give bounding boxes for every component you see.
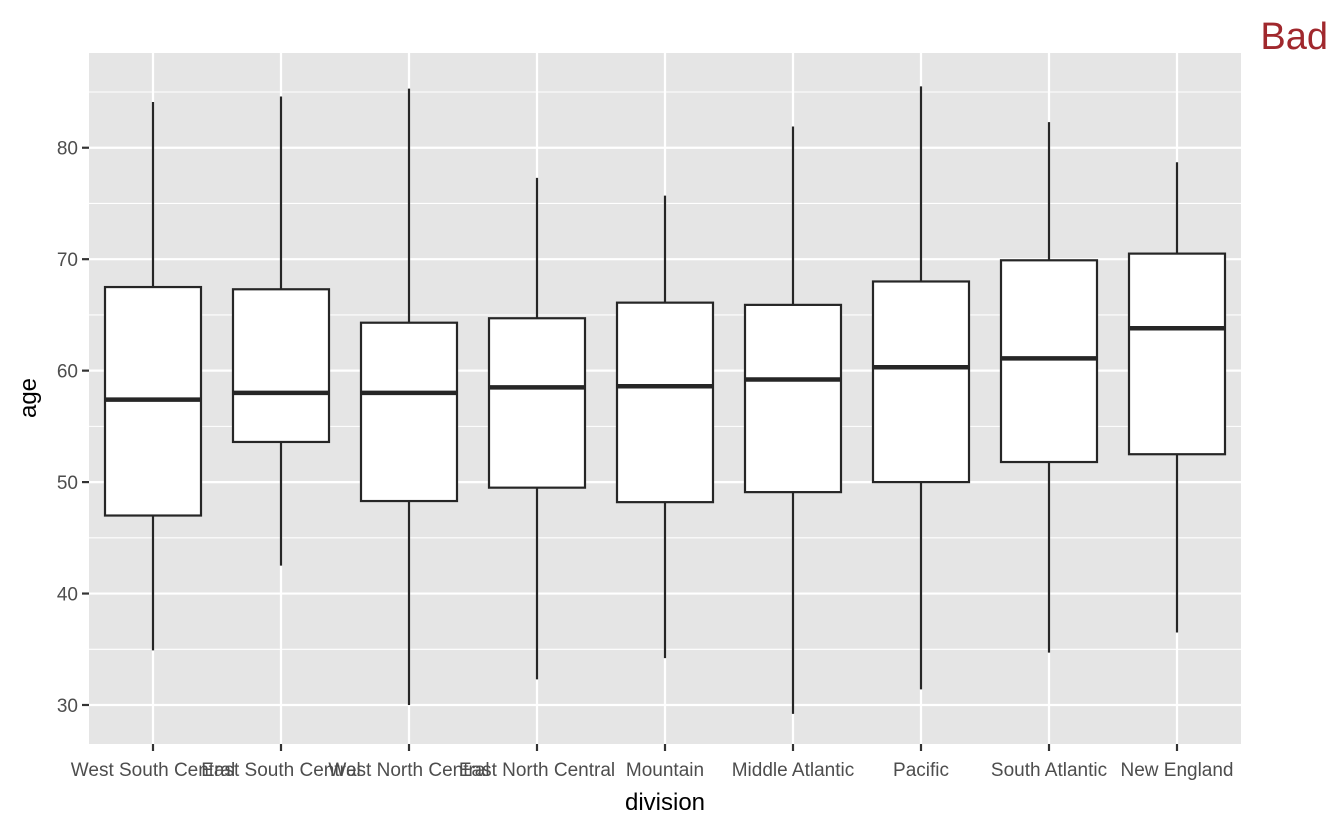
y-tick-label: 80 xyxy=(57,139,78,160)
boxes xyxy=(103,86,1227,714)
box-iqr xyxy=(487,317,587,489)
box-iqr xyxy=(359,321,459,503)
box-iqr xyxy=(743,303,843,494)
quality-badge: Bad xyxy=(1260,16,1328,58)
box-5 xyxy=(615,195,715,659)
x-tick-label: Middle Atlantic xyxy=(732,760,855,781)
box-iqr xyxy=(999,259,1099,464)
x-tick-label: Pacific xyxy=(893,760,949,781)
box-9 xyxy=(1127,162,1227,633)
y-axis: 30 40 50 60 70 80 xyxy=(57,139,89,717)
box-3 xyxy=(359,88,459,705)
box-iqr xyxy=(615,301,715,504)
x-tick-label: West South Central xyxy=(71,760,235,781)
y-tick-label: 50 xyxy=(57,473,78,494)
box-4 xyxy=(487,177,587,680)
x-tick-label: Mountain xyxy=(626,760,704,781)
box-iqr xyxy=(1127,252,1227,456)
x-tick-label: West North Central xyxy=(328,760,489,781)
y-tick-label: 60 xyxy=(57,362,78,383)
box-7 xyxy=(871,86,971,690)
x-axis-title: division xyxy=(625,789,705,816)
y-tick-label: 40 xyxy=(57,585,78,606)
y-axis-title: age xyxy=(15,378,42,418)
x-tick-label: East South Central xyxy=(201,760,360,781)
y-tick-label: 70 xyxy=(57,250,78,271)
box-2 xyxy=(231,96,331,566)
x-tick-label: New England xyxy=(1120,760,1233,781)
box-1 xyxy=(103,102,203,651)
box-8 xyxy=(999,122,1099,653)
box-6 xyxy=(743,126,843,714)
x-tick-label: East North Central xyxy=(459,760,615,781)
y-tick-label: 30 xyxy=(57,696,78,717)
box-iqr xyxy=(871,280,971,484)
x-tick-label: South Atlantic xyxy=(991,760,1107,781)
box-iqr xyxy=(231,288,331,444)
